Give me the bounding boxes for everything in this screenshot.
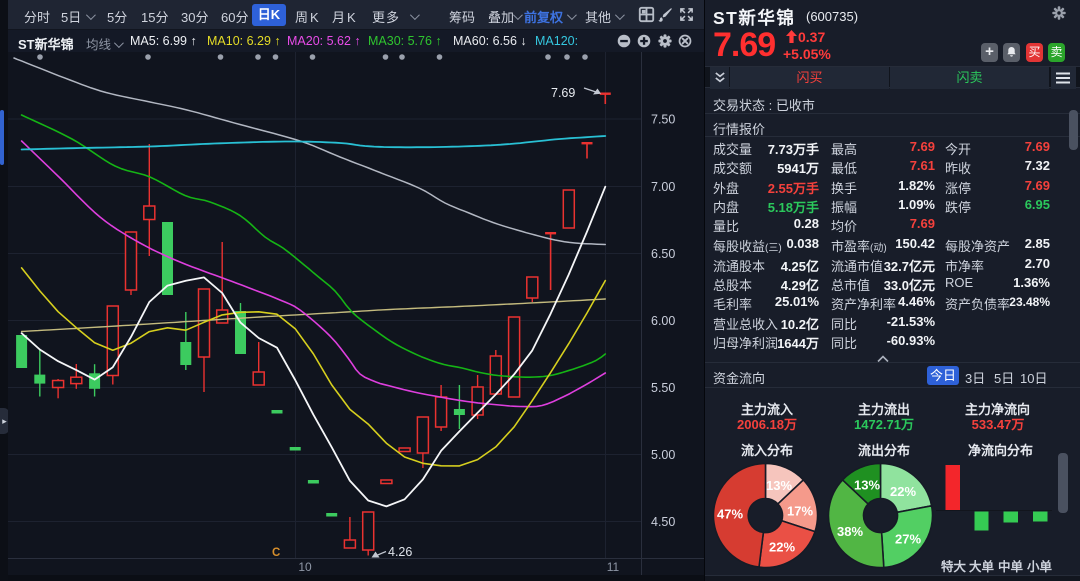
svg-text:11: 11 <box>607 560 620 574</box>
svg-text:10: 10 <box>298 560 312 574</box>
svg-text:5.50: 5.50 <box>651 381 675 395</box>
svg-text:7.69: 7.69 <box>551 86 575 100</box>
svg-text:27%: 27% <box>895 532 921 547</box>
svg-text:7.00: 7.00 <box>651 180 675 194</box>
svg-text:38%: 38% <box>837 524 863 539</box>
svg-text:47%: 47% <box>717 507 743 522</box>
svg-text:13%: 13% <box>854 478 880 493</box>
svg-text:C: C <box>272 547 280 559</box>
svg-text:5.00: 5.00 <box>651 448 675 462</box>
svg-text:6.50: 6.50 <box>651 247 675 261</box>
svg-text:13%: 13% <box>766 478 792 493</box>
svg-text:17%: 17% <box>787 504 813 519</box>
svg-text:22%: 22% <box>890 484 916 499</box>
svg-text:22%: 22% <box>769 540 795 555</box>
svg-text:4.26: 4.26 <box>388 545 412 559</box>
svg-text:6.00: 6.00 <box>651 314 675 328</box>
svg-text:4.50: 4.50 <box>651 515 675 529</box>
svg-text:7.50: 7.50 <box>651 113 675 127</box>
